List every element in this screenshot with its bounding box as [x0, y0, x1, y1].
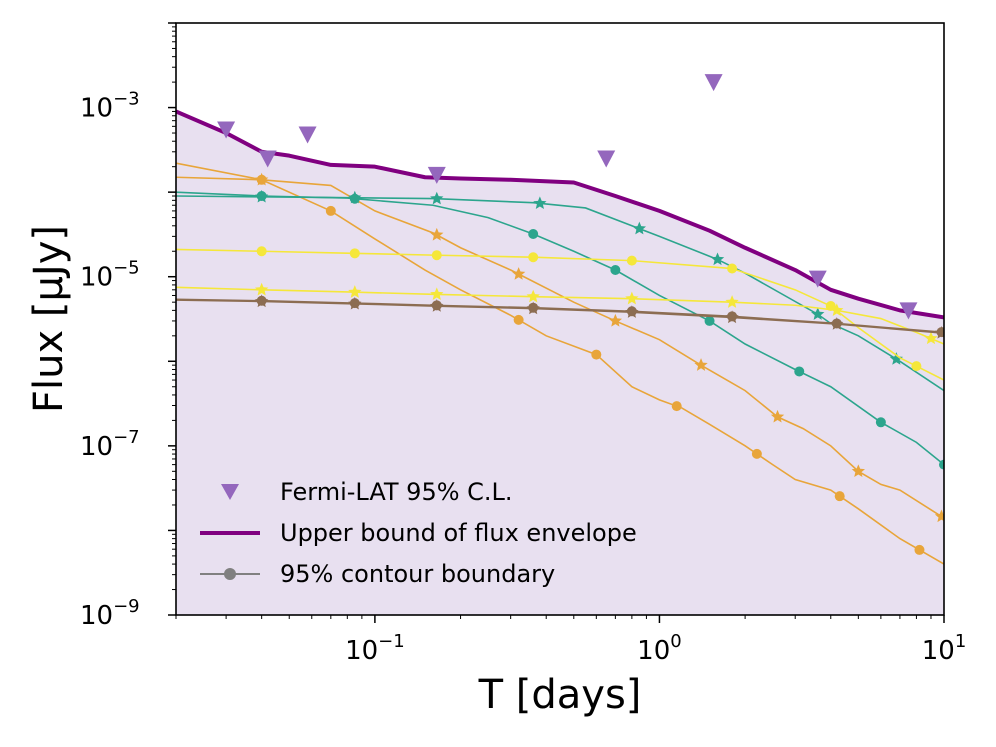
legend-fermi-label: Fermi-LAT 95% C.L. [280, 478, 513, 506]
contour-marker-yellow-star [924, 331, 938, 345]
y-axis-title: Flux [μJy] [26, 225, 72, 413]
y-tick-label: 10−3 [80, 89, 140, 124]
contour-marker-teal-star [811, 307, 825, 320]
contour-marker-orange-star [934, 509, 944, 523]
contour-marker-yellow-circle [256, 246, 267, 257]
contour-marker-yellow-circle [727, 263, 738, 274]
contour-marker-orange-star [511, 267, 526, 280]
x-axis-title: T [days] [478, 672, 642, 718]
fermi-limit-marker [427, 166, 446, 184]
contour-marker-yellow-star [430, 287, 444, 301]
contour-marker-orange-star [770, 409, 785, 423]
contour-marker-teal-star [533, 196, 547, 210]
contour-marker-yellow-star [526, 289, 540, 303]
legend-fermi-marker [221, 484, 239, 500]
contour-marker-yellow-star [725, 295, 739, 308]
contour-marker-teal-star [710, 252, 725, 266]
y-tick-label: 10−9 [80, 596, 140, 631]
contour-marker-yellow-circle [431, 250, 442, 261]
legend: Fermi-LAT 95% C.L. Upper bound of flux e… [200, 478, 637, 588]
fermi-upper-limits [217, 74, 918, 320]
contour-marker-orange-star [608, 313, 623, 327]
contour-marker-teal-star [430, 191, 444, 205]
contour-marker-teal-star [348, 190, 362, 204]
contour-marker-yellow-star [348, 285, 362, 298]
contour-marker-teal-circle [528, 228, 539, 239]
x-axis-ticks: 10−1 100 101 [175, 615, 967, 666]
contour-line-orange-circle [176, 162, 944, 565]
x-tick-label: 100 [637, 631, 682, 666]
fermi-limit-marker [258, 150, 277, 168]
contour-marker-teal-circle [704, 315, 715, 326]
contour-marker-orange-circle [591, 349, 602, 360]
contour-marker-teal-star [889, 352, 903, 365]
contour-marker-orange-star [851, 464, 865, 477]
y-tick-label: 10−5 [80, 258, 140, 293]
contour-marker-yellow-star [625, 291, 639, 305]
legend-envelope-label: Upper bound of flux envelope [280, 519, 637, 547]
contour-marker-brown-star [255, 294, 269, 308]
contour-marker-orange-circle [751, 448, 762, 459]
plot-frame [175, 22, 945, 616]
fermi-limit-marker [217, 121, 236, 139]
x-tick-label: 101 [922, 631, 967, 666]
legend-contour-marker [224, 568, 236, 580]
contour-marker-orange-circle [834, 491, 845, 502]
contour-marker-teal-star [255, 189, 269, 203]
contour-curves [176, 162, 944, 565]
contour-marker-orange-star [694, 358, 708, 371]
contour-marker-brown-star [934, 325, 944, 339]
contour-marker-teal-circle [794, 366, 805, 377]
contour-line-yellow-star [176, 286, 944, 345]
fermi-limit-marker [597, 150, 616, 168]
x-tick-label: 10−1 [345, 631, 405, 666]
contour-marker-teal-star [632, 221, 647, 235]
fermi-limit-marker [899, 302, 918, 320]
contour-marker-brown-star [430, 299, 444, 312]
contour-marker-teal-circle [875, 417, 886, 428]
contour-marker-orange-circle [513, 314, 524, 325]
contour-line-teal-circle [176, 191, 944, 466]
contour-marker-orange-circle [914, 544, 925, 555]
contour-marker-orange-star [430, 227, 444, 241]
contour-marker-orange-circle [671, 401, 682, 412]
fermi-limit-marker [298, 126, 317, 144]
contour-marker-brown-star [348, 296, 362, 310]
contour-marker-brown-star [725, 310, 739, 324]
contour-marker-teal-circle [610, 265, 621, 276]
fermi-limit-marker [704, 74, 723, 92]
contour-marker-brown-star [526, 301, 540, 315]
envelope-area [176, 111, 944, 615]
legend-contour-label: 95% contour boundary [280, 560, 555, 588]
contour-marker-orange-circle [325, 205, 336, 216]
contour-marker-yellow-circle [349, 248, 360, 259]
contour-marker-yellow-circle [626, 255, 637, 266]
contour-marker-brown-star [625, 305, 639, 318]
contour-line-teal-star [176, 195, 944, 392]
contour-marker-yellow-star [830, 303, 844, 317]
contour-marker-yellow-circle [528, 252, 539, 263]
contour-line-yellow-circle [176, 248, 944, 381]
contour-marker-teal-circle [939, 459, 944, 470]
envelope-fill [176, 111, 944, 615]
fermi-limit-marker [808, 270, 827, 288]
upper-bound-line [176, 109, 944, 320]
y-axis-ticks: 10−9 10−7 10−5 10−3 [80, 22, 176, 631]
upper-bound-path [176, 109, 944, 320]
contour-marker-yellow-circle [911, 361, 922, 372]
contour-marker-brown-star [830, 317, 844, 330]
contour-marker-orange-star [255, 172, 269, 186]
y-tick-label: 10−7 [80, 427, 140, 462]
contour-marker-yellow-star [255, 282, 269, 296]
